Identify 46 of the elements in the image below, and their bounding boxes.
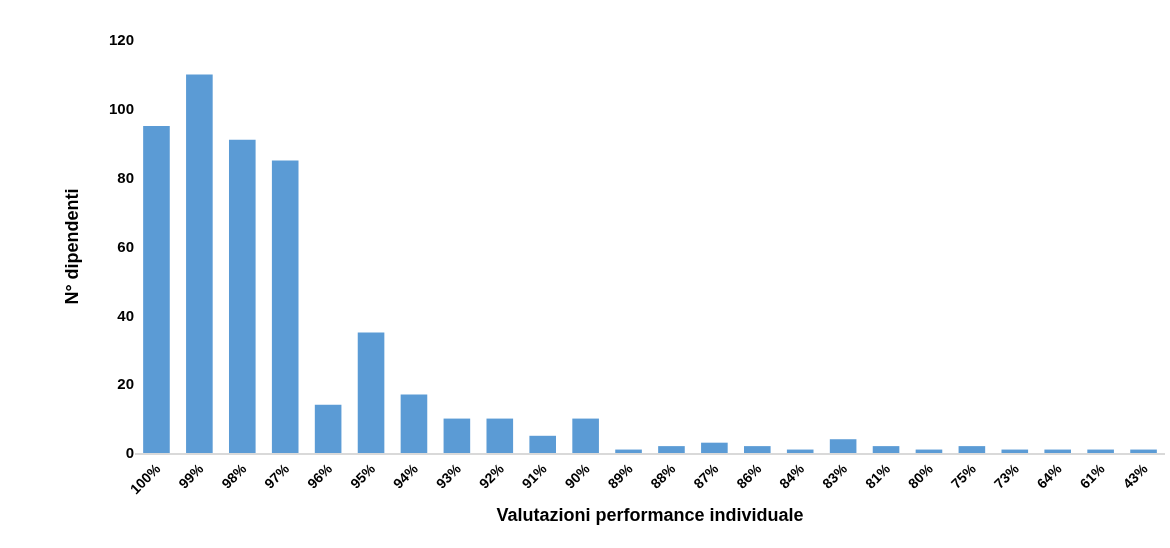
y-tick-label: 120: [108, 31, 134, 49]
x-tick-label: 91%: [518, 460, 551, 492]
bar: [186, 74, 213, 453]
x-tick-label: 93%: [432, 460, 465, 492]
bar: [486, 418, 514, 453]
bar: [357, 332, 385, 453]
bar: [529, 435, 557, 453]
x-tick-label: 43%: [1119, 460, 1151, 492]
x-tick-label: 98%: [218, 460, 250, 492]
y-tick-label: 40: [117, 306, 134, 324]
x-tick-label: 89%: [604, 460, 636, 492]
bar: [743, 446, 771, 453]
y-tick-label: 20: [117, 375, 134, 393]
x-tick-label: 97%: [261, 460, 293, 492]
x-tick-label: 96%: [304, 460, 336, 492]
y-tick-label: 80: [117, 168, 134, 186]
x-tick-label: 84%: [776, 460, 808, 492]
x-tick-label: 95%: [346, 460, 379, 492]
bar: [143, 126, 170, 453]
y-tick-label: 0: [125, 444, 134, 462]
x-tick-label: 81%: [861, 460, 894, 492]
y-tick-label: 60: [117, 237, 134, 255]
x-axis-title: Valutazioni performance individuale: [496, 504, 804, 525]
bar: [271, 160, 299, 453]
x-tick-label: 99%: [175, 460, 207, 492]
x-tick-label: 94%: [389, 460, 422, 492]
bar: [701, 442, 728, 453]
x-tick-label: 75%: [947, 460, 980, 492]
x-tick-label: 64%: [1033, 460, 1066, 492]
x-tick-label: 90%: [561, 460, 594, 492]
bar: [958, 446, 986, 453]
x-tick-label: 83%: [819, 460, 851, 492]
bar: [829, 439, 857, 453]
y-tick-label: 100: [108, 100, 134, 118]
x-tick-label: 73%: [990, 460, 1023, 492]
bar: [443, 418, 471, 453]
bar: [872, 446, 900, 453]
x-tick-label: 80%: [904, 460, 937, 492]
bar: [314, 404, 342, 453]
bar: [228, 139, 256, 453]
x-tick-label: 61%: [1076, 460, 1109, 492]
bar: [658, 446, 685, 453]
bar: [400, 394, 428, 453]
x-tick-label: 92%: [475, 460, 508, 492]
y-axis-title: N° dipendenti: [62, 188, 83, 305]
bar: [572, 418, 599, 453]
